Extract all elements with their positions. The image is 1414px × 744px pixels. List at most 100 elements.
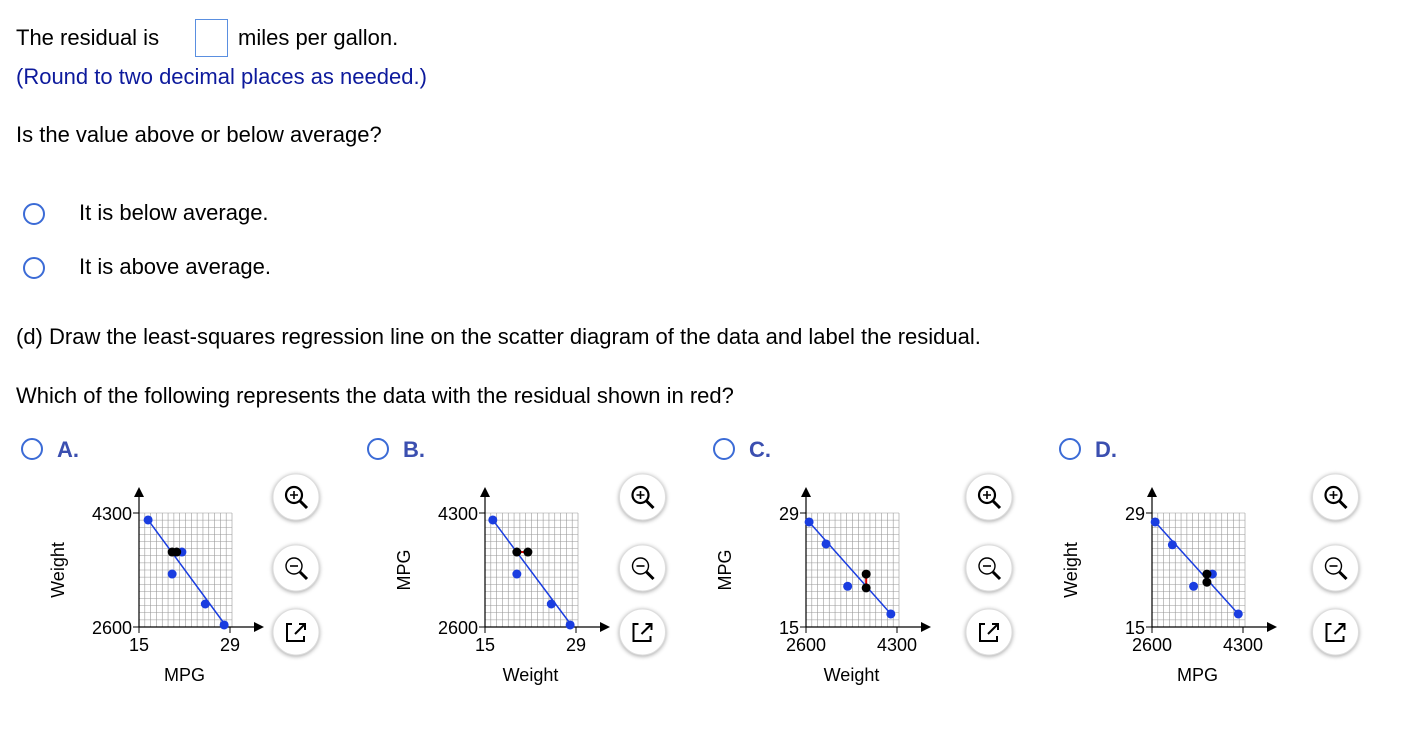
point	[523, 547, 533, 557]
y-tick-label: 2600	[92, 618, 132, 638]
point	[1202, 569, 1212, 579]
point	[143, 515, 153, 525]
point	[546, 599, 556, 609]
icon-glyph	[298, 570, 309, 581]
radio[interactable]	[23, 203, 45, 225]
x-tick-label: 2600	[786, 635, 826, 655]
icon-glyph	[290, 491, 298, 499]
x-arrow	[1267, 622, 1277, 632]
x-tick-label: 15	[129, 635, 149, 655]
point	[167, 569, 177, 579]
y-tick-label: 15	[779, 618, 799, 638]
icon-glyph	[636, 491, 645, 499]
residual-suffix: miles per gallon.	[238, 25, 399, 50]
point	[1167, 540, 1177, 550]
icon-glyph	[285, 557, 303, 575]
icon-glyph	[298, 499, 309, 510]
radio[interactable]	[367, 438, 389, 460]
radio[interactable]	[1059, 438, 1081, 460]
point	[821, 539, 831, 549]
icon-bg	[965, 544, 1013, 592]
question: Is the value above or below average?	[16, 122, 382, 147]
x-arrow	[254, 622, 264, 632]
y-tick-label: 2600	[438, 618, 478, 638]
icon-glyph	[991, 570, 1002, 581]
x-tick-label: 4300	[1223, 635, 1263, 655]
zoom-in[interactable]	[272, 473, 320, 521]
option-letter: C.	[749, 437, 771, 462]
point	[804, 517, 814, 527]
pop-out[interactable]	[619, 608, 666, 656]
point	[843, 581, 853, 591]
y-arrow	[480, 487, 490, 497]
y-arrow	[134, 487, 144, 497]
x-arrow	[921, 622, 931, 632]
residual-prefix: The residual is	[16, 25, 160, 50]
x-tick-label: 4300	[877, 635, 917, 655]
radio[interactable]	[23, 257, 45, 279]
icon-glyph	[1324, 485, 1343, 505]
y-tick-label: 4300	[438, 504, 478, 524]
zoom-out[interactable]	[1312, 544, 1359, 592]
point	[512, 547, 522, 557]
point	[565, 620, 575, 630]
radio[interactable]	[21, 438, 43, 460]
pop-out[interactable]	[1312, 608, 1359, 656]
regression-line	[808, 521, 892, 615]
radio[interactable]	[713, 438, 735, 460]
icon-glyph	[286, 623, 306, 642]
icon-glyph	[1325, 623, 1346, 642]
point	[861, 569, 871, 579]
y-axis-label: MPG	[394, 549, 414, 590]
icon-glyph	[631, 557, 650, 575]
x-axis-label: MPG	[164, 665, 205, 685]
icon-glyph	[977, 485, 997, 505]
y-arrow	[801, 487, 811, 497]
icon-glyph	[1338, 570, 1348, 581]
regression-line	[147, 519, 228, 628]
icon-glyph	[631, 485, 650, 505]
icon-glyph	[632, 623, 653, 642]
point	[1150, 517, 1160, 527]
x-tick-label: 2600	[1132, 635, 1172, 655]
icon-glyph	[645, 570, 655, 581]
pop-out[interactable]	[965, 608, 1013, 656]
icon-bg	[272, 544, 320, 592]
y-axis-label: Weight	[1061, 542, 1081, 598]
zoom-in[interactable]	[1312, 473, 1359, 521]
icon-bg	[619, 544, 666, 592]
question: Which of the following represents the da…	[16, 383, 734, 408]
zoom-out[interactable]	[272, 544, 320, 592]
regression-line	[1154, 521, 1239, 615]
option-letter: B.	[403, 437, 425, 462]
choice: It is below average.	[79, 200, 269, 225]
zoom-in[interactable]	[965, 473, 1013, 521]
y-arrow	[1147, 487, 1157, 497]
pop-out[interactable]	[272, 608, 320, 656]
round-note: (Round to two decimal places as needed.)	[16, 64, 427, 89]
y-axis-label: MPG	[715, 549, 735, 590]
point	[1189, 581, 1199, 591]
icon-glyph	[991, 499, 1002, 510]
zoom-out[interactable]	[619, 544, 666, 592]
icon-glyph	[1329, 491, 1338, 499]
y-tick-label: 15	[1125, 618, 1145, 638]
point	[219, 620, 229, 630]
choice: It is above average.	[79, 254, 272, 279]
icon-glyph	[983, 491, 991, 499]
x-axis-label: MPG	[1177, 665, 1218, 685]
zoom-out[interactable]	[965, 544, 1013, 592]
point	[512, 569, 522, 579]
x-axis-label: Weight	[503, 665, 559, 685]
point	[861, 583, 871, 593]
point	[200, 599, 210, 609]
zoom-in[interactable]	[619, 473, 666, 521]
x-axis-label: Weight	[824, 665, 880, 685]
option-letter: D.	[1095, 437, 1117, 462]
answer-box[interactable]	[195, 19, 228, 57]
x-tick-label: 15	[475, 635, 495, 655]
y-tick-label: 29	[779, 504, 799, 524]
icon-bg	[965, 473, 1013, 521]
icon-glyph	[645, 499, 655, 510]
